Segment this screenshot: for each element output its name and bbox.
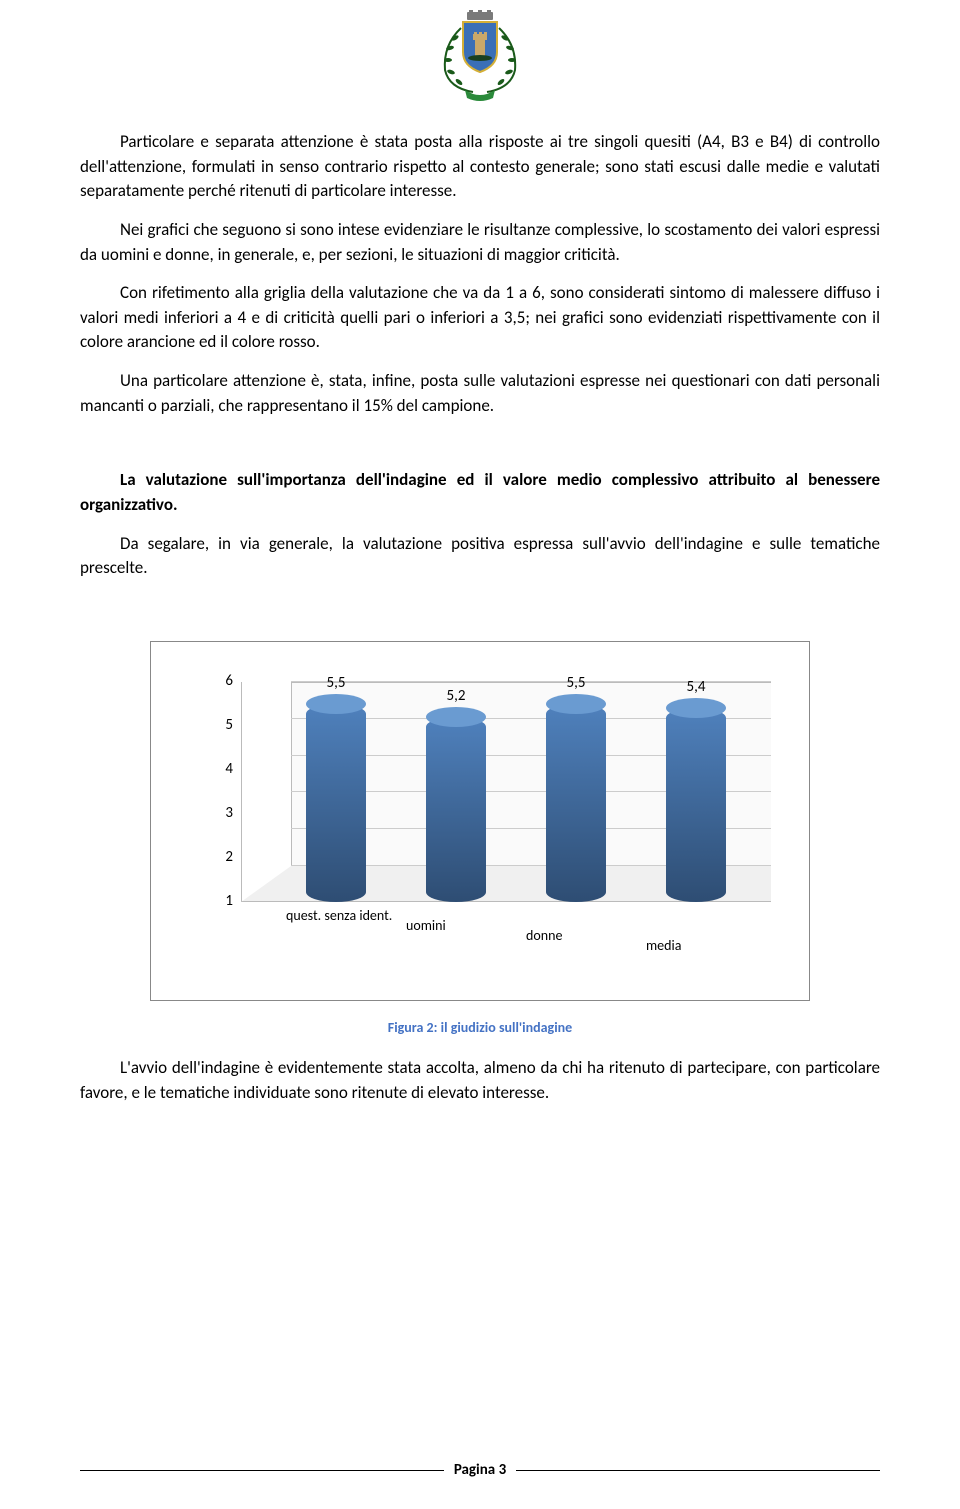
chart-ytick-label: 5	[213, 716, 233, 734]
chart-bar-front	[306, 704, 366, 902]
body-text-after-chart: L'avvio dell'indagine è evidentemente st…	[80, 1056, 880, 1105]
paragraph-5: Da segalare, in via generale, la valutaz…	[80, 532, 880, 581]
chart-ytick-label: 1	[213, 892, 233, 910]
chart-bar-front	[546, 704, 606, 902]
paragraph-6: L'avvio dell'indagine è evidentemente st…	[80, 1056, 880, 1105]
chart-ytick-label: 6	[213, 672, 233, 690]
chart-xtick-label: quest. senza ident.	[286, 907, 392, 924]
paragraph-1: Particolare e separata attenzione è stat…	[80, 130, 880, 204]
paragraph-2: Nei grafici che seguono si sono intese e…	[80, 218, 880, 267]
page-footer: Pagina 3	[0, 1461, 960, 1479]
chart-xtick-label: media	[646, 937, 681, 954]
body-text: Particolare e separata attenzione è stat…	[80, 130, 880, 581]
chart-bar-value-label: 5,5	[306, 674, 366, 692]
page-number: Pagina 3	[454, 1461, 506, 1479]
chart-box: 1 2 3 4 5 6 5,5 quest. senza ident. 5,2 uomini 5,5…	[150, 641, 810, 1001]
footer-rule-left	[80, 1470, 444, 1471]
chart-ytick-label: 2	[213, 848, 233, 866]
chart-xtick-label: donne	[526, 927, 562, 944]
chart-bar: 5,2	[426, 717, 486, 902]
chart-container: 1 2 3 4 5 6 5,5 quest. senza ident. 5,2 uomini 5,5…	[150, 641, 810, 1036]
chart-side-wall	[241, 682, 291, 902]
section-heading: La valutazione sull'importanza dell'inda…	[80, 468, 880, 517]
chart-caption: Figura 2: il giudizio sull'indagine	[150, 1019, 810, 1036]
chart-bar-value-label: 5,4	[666, 678, 726, 696]
header-crest	[80, 0, 880, 130]
chart-bar-front	[426, 717, 486, 902]
chart-bar-value-label: 5,2	[426, 687, 486, 705]
chart-bar-top	[546, 694, 606, 714]
paragraph-4: Una particolare attenzione è, stata, inf…	[80, 369, 880, 418]
chart-ytick-label: 4	[213, 760, 233, 778]
chart-bar: 5,4	[666, 708, 726, 902]
chart-ytick-label: 3	[213, 804, 233, 822]
chart-bar: 5,5	[306, 704, 366, 902]
chart-bar: 5,5	[546, 704, 606, 902]
paragraph-3: Con rifetimento alla griglia della valut…	[80, 281, 880, 355]
chart-xtick-label: uomini	[406, 917, 446, 934]
crest-icon	[435, 10, 525, 105]
chart-bar-value-label: 5,5	[546, 674, 606, 692]
chart-bar-top	[306, 694, 366, 714]
chart-bar-front	[666, 708, 726, 902]
chart-plot-area: 1 2 3 4 5 6 5,5 quest. senza ident. 5,2 uomini 5,5…	[171, 672, 791, 962]
footer-rule-right	[516, 1470, 880, 1471]
